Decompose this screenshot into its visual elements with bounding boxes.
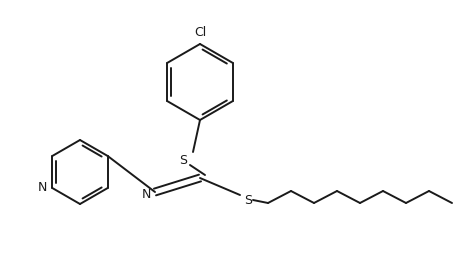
Text: N: N bbox=[38, 182, 47, 195]
Text: Cl: Cl bbox=[193, 26, 206, 39]
Text: N: N bbox=[141, 187, 151, 200]
Text: S: S bbox=[243, 194, 252, 207]
Text: S: S bbox=[179, 154, 187, 166]
